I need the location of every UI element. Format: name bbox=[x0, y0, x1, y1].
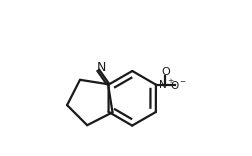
Text: O: O bbox=[161, 67, 170, 77]
Text: O$^-$: O$^-$ bbox=[170, 79, 187, 91]
Text: N: N bbox=[97, 61, 106, 74]
Text: N$^+$: N$^+$ bbox=[158, 78, 174, 91]
